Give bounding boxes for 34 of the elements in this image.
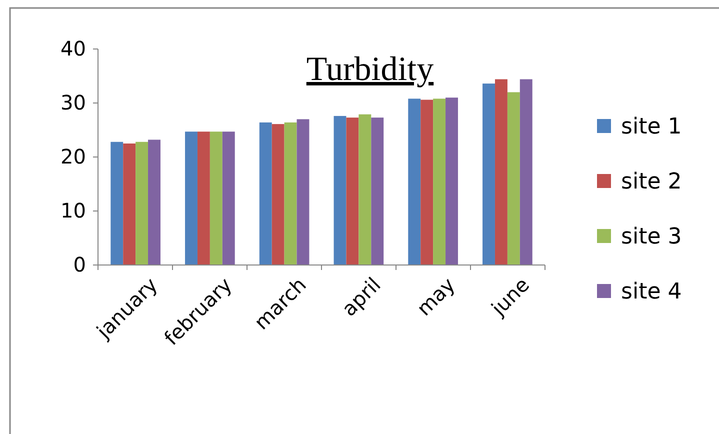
y-tick-label: 30 <box>60 90 86 114</box>
bar <box>446 98 458 265</box>
bar <box>136 142 148 265</box>
bar <box>371 118 384 265</box>
bar <box>210 132 222 265</box>
bar <box>408 98 421 265</box>
bar <box>197 132 210 265</box>
bar <box>482 84 495 265</box>
legend-label: site 4 <box>621 280 682 305</box>
bar <box>185 132 198 265</box>
bar <box>222 132 235 265</box>
y-tick-label: 40 <box>60 36 86 60</box>
bar <box>148 140 160 265</box>
bar <box>494 79 508 265</box>
bar <box>433 98 446 265</box>
legend-label: site 2 <box>621 170 682 195</box>
bar <box>259 122 272 265</box>
bar <box>110 142 124 265</box>
bar <box>520 79 532 265</box>
y-tick-label: 0 <box>73 252 86 276</box>
bar <box>272 124 284 265</box>
bar <box>507 92 520 265</box>
bar <box>123 144 136 265</box>
bar <box>296 119 310 265</box>
bar <box>358 114 372 265</box>
legend-label: site 1 <box>621 114 682 140</box>
legend-label: site 3 <box>621 224 682 250</box>
chart-title: Turbidity <box>306 51 434 88</box>
y-tick-label: 20 <box>60 144 86 168</box>
bar <box>334 116 346 265</box>
bar <box>284 122 297 265</box>
bar <box>420 100 434 265</box>
bar <box>346 118 359 265</box>
y-tick-label: 10 <box>60 198 86 222</box>
